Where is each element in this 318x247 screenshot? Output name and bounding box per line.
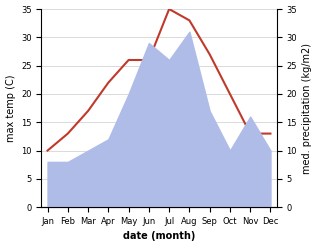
Y-axis label: med. precipitation (kg/m2): med. precipitation (kg/m2)	[302, 43, 313, 174]
X-axis label: date (month): date (month)	[123, 231, 195, 242]
Y-axis label: max temp (C): max temp (C)	[5, 74, 16, 142]
